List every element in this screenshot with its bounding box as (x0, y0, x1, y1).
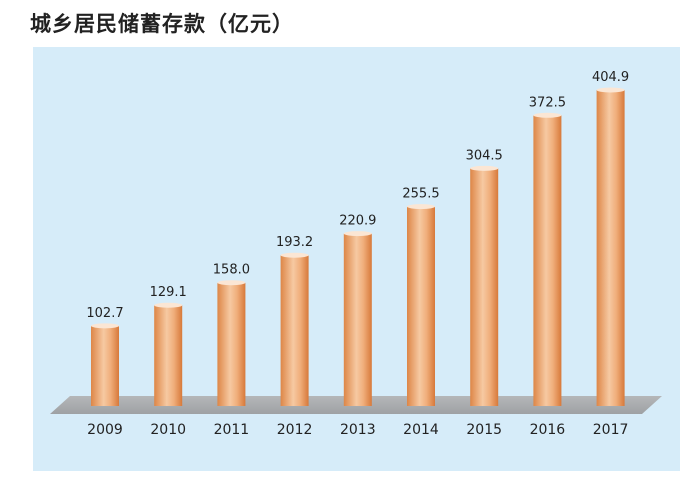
data-label-2016: 372.5 (529, 95, 566, 110)
data-label-2012: 193.2 (276, 235, 313, 250)
x-tick-label-2012: 2012 (277, 422, 313, 438)
data-label-2011: 158.0 (213, 263, 250, 278)
data-label-2013: 220.9 (339, 214, 376, 229)
bar-top-2012 (280, 252, 309, 258)
bar-top-2010 (154, 302, 183, 308)
data-label-2015: 304.5 (466, 148, 503, 163)
bar-top-2016 (533, 112, 562, 118)
bar-2015 (470, 168, 499, 406)
bar-top-2014 (407, 204, 435, 210)
x-tick-label-2014: 2014 (403, 422, 439, 438)
bar-top-2017 (596, 87, 625, 93)
bar-2009 (91, 325, 119, 406)
bar-2013 (343, 233, 372, 406)
bar-2011 (217, 282, 246, 406)
bar-top-2009 (91, 323, 119, 329)
bar-top-2011 (217, 280, 246, 286)
data-label-2010: 129.1 (150, 285, 187, 300)
x-tick-label-2015: 2015 (466, 422, 502, 438)
x-tick-label-2013: 2013 (340, 422, 376, 438)
x-tick-label-2011: 2011 (214, 422, 250, 438)
data-label-2009: 102.7 (86, 306, 123, 321)
bar-top-2015 (470, 165, 499, 171)
x-tick-label-2017: 2017 (593, 422, 629, 438)
bar-top-2013 (343, 231, 372, 237)
bar-2012 (280, 255, 309, 406)
chart-title: 城乡居民储蓄存款（亿元） (30, 12, 294, 36)
bar-2016 (533, 115, 562, 406)
bar-2014 (407, 206, 435, 406)
bar-2017 (596, 90, 625, 406)
bar-2010 (154, 305, 183, 406)
data-label-2014: 255.5 (402, 187, 439, 202)
bars-group: 102.7 2009 129.1 2010 158.0 2011 193.2 2012 220.… (86, 70, 629, 438)
x-tick-label-2009: 2009 (87, 422, 123, 438)
x-tick-label-2016: 2016 (530, 422, 566, 438)
data-label-2017: 404.9 (592, 70, 629, 85)
x-tick-label-2010: 2010 (150, 422, 186, 438)
